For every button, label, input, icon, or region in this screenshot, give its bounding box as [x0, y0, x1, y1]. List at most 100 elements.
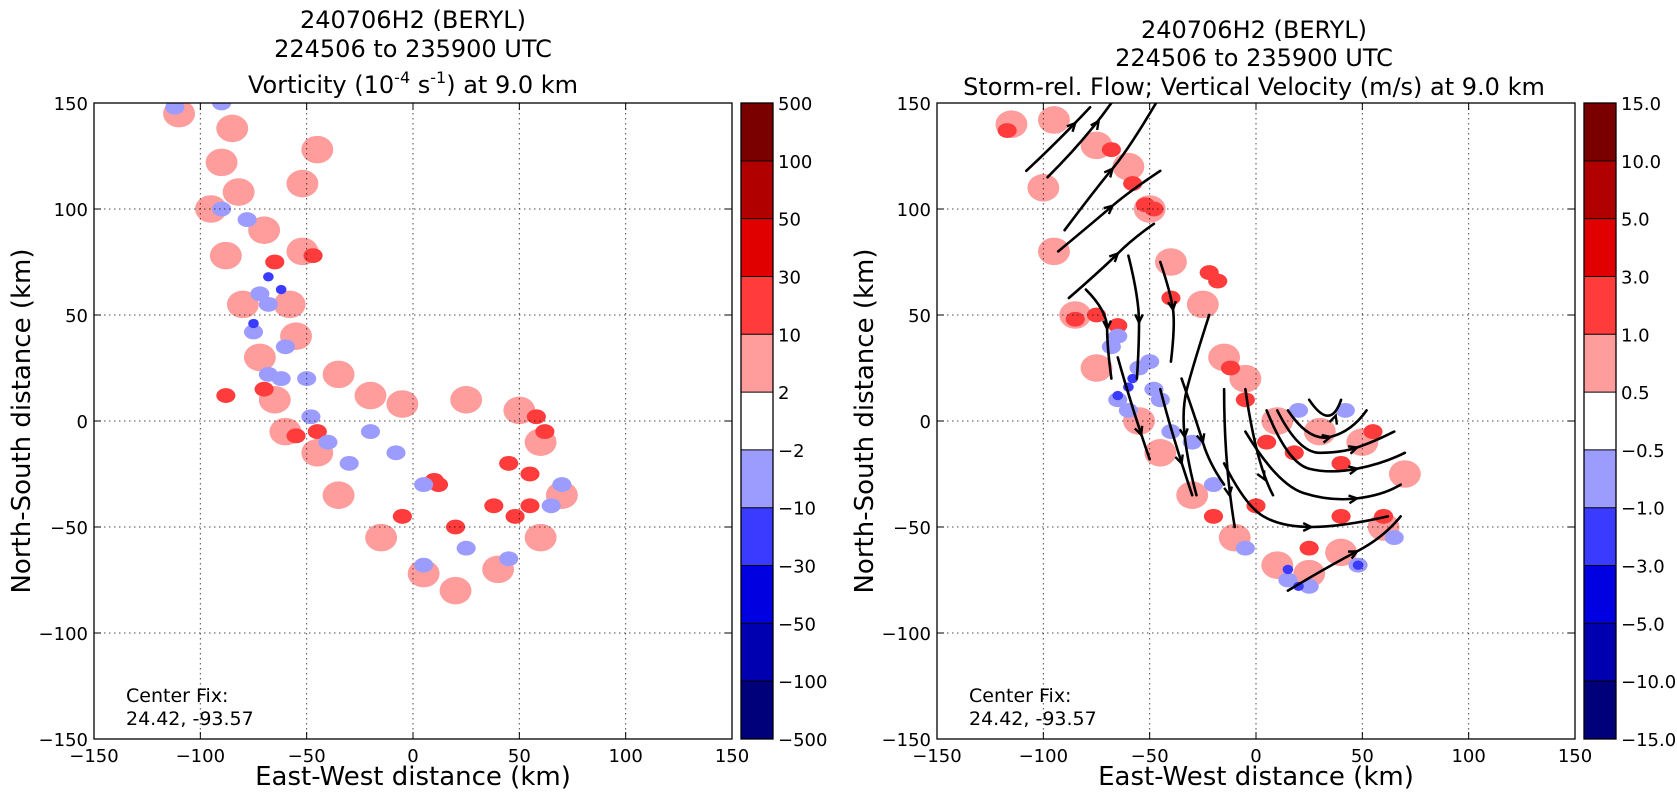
field-blue-cell: [1288, 402, 1309, 418]
streamline-arrowhead: [1103, 204, 1115, 215]
field-darkblue-cell: [1352, 560, 1364, 570]
field-red-cell: [520, 498, 540, 514]
colorbar-segment: [1584, 276, 1616, 335]
field-pink-cell: [1038, 106, 1070, 134]
y-tick-label: 150: [897, 94, 931, 115]
colorbar-tick-label: −500: [778, 730, 827, 751]
field-darkblue-cell: [248, 318, 259, 329]
chart-title-line3: Storm-rel. Flow; Vertical Velocity (m/s)…: [963, 73, 1545, 101]
field-pink-cell: [205, 148, 238, 177]
field-red-cell: [1203, 508, 1224, 524]
streamline: [1265, 409, 1407, 473]
vorticity-field: [163, 103, 578, 605]
annotation-line1: Center Fix:: [126, 685, 228, 707]
field-blue-cell: [1384, 530, 1404, 546]
field-blue-cell: [1335, 402, 1355, 418]
x-tick-label: −50: [1131, 746, 1169, 767]
field-pink-cell: [354, 381, 387, 410]
field-red-cell: [1299, 540, 1319, 556]
streamline: [1046, 103, 1113, 179]
streamline-arrowhead: [1348, 494, 1360, 505]
streamline: [1025, 105, 1092, 173]
title-superscript-b: -1: [430, 68, 446, 87]
colorbar-frame: [740, 102, 774, 740]
colorbar-segment: [1584, 449, 1616, 509]
field-darkblue-cell: [1127, 373, 1138, 384]
colorbar-segment: [1584, 103, 1616, 162]
streamline-arrowhead: [1108, 251, 1120, 263]
field-blue-cell: [275, 339, 295, 355]
field-blue-cell: [301, 409, 321, 425]
field-blue-cell: [165, 103, 185, 115]
field-blue-cell: [237, 212, 257, 228]
colorbar-tick-label: −30: [778, 557, 816, 578]
x-tick-label: −100: [176, 746, 225, 767]
colorbar-tick-label: −2: [778, 441, 805, 462]
colorbar-segment: [741, 449, 773, 509]
colorbar-tick-label: 3.0: [1621, 267, 1650, 288]
colorbar-tick-label: 0.5: [1621, 383, 1650, 404]
field-red-cell: [1363, 424, 1383, 440]
field-red-cell: [1065, 311, 1085, 327]
y-tick-label: 50: [908, 306, 931, 327]
field-red-cell: [216, 388, 236, 403]
field-pink-cell: [273, 290, 306, 319]
title-text-b: s: [410, 71, 430, 99]
field-red-cell: [499, 455, 519, 471]
chart-title-line2: 224506 to 235900 UTC: [1115, 44, 1393, 72]
y-tick-label: 0: [920, 412, 931, 433]
annotation-line2: 24.42, -93.57: [969, 708, 1097, 730]
colorbar-segment: [741, 218, 773, 277]
field-blue-cell: [360, 424, 381, 440]
streamline: [1159, 387, 1194, 497]
field-pink-cell: [286, 169, 319, 198]
field-pink-cell: [439, 576, 472, 605]
colorbar-segment: [741, 334, 773, 393]
streamline-arrowhead: [1256, 470, 1266, 482]
colorbar-tick-label: 1.0: [1621, 325, 1650, 346]
y-tick-label: 50: [65, 306, 88, 327]
y-axis-label: North-South distance (km): [7, 248, 37, 593]
y-tick-label: −50: [893, 518, 931, 539]
field-pink-cell: [1038, 237, 1070, 266]
field-red-cell: [254, 381, 274, 397]
field-red-cell: [484, 498, 504, 514]
colorbar-tick-label: 50: [778, 210, 801, 231]
field-red-cell: [307, 424, 327, 440]
vertical-velocity-panel: 240706H2 (BERYL) 224506 to 235900 UTC St…: [850, 16, 1676, 792]
field-blue-cell: [1129, 360, 1149, 376]
colorbar: 500 100 50 30 10 2 −2 −10 −30 −50 −100 −500: [740, 94, 827, 751]
y-tick-label: 100: [54, 200, 88, 221]
colorbar-segment: [1584, 507, 1616, 567]
colorbar-tick-label: 30: [778, 267, 801, 288]
field-pink-cell: [1325, 538, 1358, 567]
colorbar-segment: [741, 681, 773, 740]
field-pink-cell: [301, 135, 334, 164]
colorbar-segment: [741, 623, 773, 682]
streamline: [1222, 387, 1237, 529]
colorbar-tick-label: 15.0: [1621, 94, 1661, 115]
x-tick-label: 100: [608, 746, 642, 767]
streamline: [1222, 462, 1390, 529]
field-darkblue-cell: [275, 284, 287, 295]
streamline-arrowhead: [1134, 313, 1145, 326]
y-tick-label: −100: [39, 624, 88, 645]
colorbar-tick-label: −5.0: [1621, 614, 1665, 635]
streamline-arrowhead: [1133, 425, 1144, 438]
field-red-cell: [520, 466, 540, 482]
y-axis-label: North-South distance (km): [850, 248, 880, 593]
field-darkblue-cell: [1282, 564, 1294, 575]
field-pink-cell: [450, 386, 483, 414]
colorbar-tick-label: −100: [778, 672, 827, 693]
streamline-arrowhead: [1347, 465, 1360, 476]
axis-ticks: −150 −100 −50 0 50 100 150 −150 −100 −50 0 50 100 150: [39, 94, 750, 767]
colorbar-tick-label: 500: [778, 94, 812, 115]
field-blue-cell: [1278, 572, 1298, 588]
chart-title-line1: 240706H2 (BERYL): [1141, 16, 1367, 44]
colorbar-segment: [1584, 623, 1616, 682]
x-tick-label: 100: [1451, 746, 1485, 767]
field-pink-cell: [226, 290, 259, 319]
field-blue-cell: [541, 498, 561, 514]
colorbar-tick-label: −0.5: [1621, 441, 1665, 462]
x-tick-label: 0: [1250, 746, 1261, 767]
